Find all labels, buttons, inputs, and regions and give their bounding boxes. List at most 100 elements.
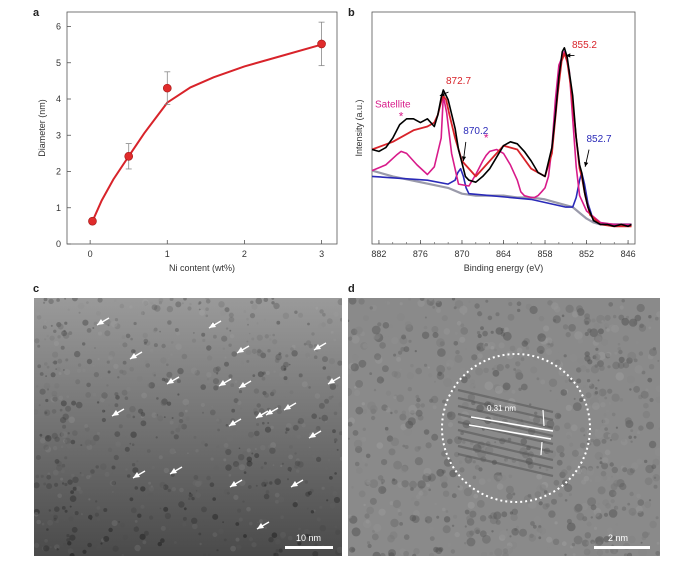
tem-c-grain: [307, 534, 312, 539]
hrtem-d-grain: [370, 304, 378, 312]
hrtem-d-grain: [655, 385, 660, 393]
tem-c-grain: [130, 507, 137, 514]
hrtem-d-grain: [418, 479, 427, 488]
hrtem-d-grain: [653, 484, 658, 489]
hrtem-d-grain: [429, 302, 434, 306]
hrtem-d-grain: [502, 548, 509, 554]
hrtem-d-grain: [607, 365, 611, 369]
tem-c-grain: [125, 468, 128, 471]
tem-c-grain: [332, 429, 336, 434]
hrtem-d-grain: [415, 409, 423, 417]
tem-c-grain: [290, 347, 294, 351]
tem-c-grain: [294, 460, 301, 467]
tem-c-grain: [119, 369, 124, 374]
x-tick-label-b: 882: [371, 249, 386, 259]
hrtem-d-grain: [642, 410, 651, 419]
tem-c-grain: [307, 322, 310, 326]
hrtem-d-grain: [506, 542, 513, 549]
hrtem-d-grain: [466, 515, 473, 522]
y-tick-label-a: 6: [56, 22, 61, 32]
tem-c-grain: [253, 408, 258, 413]
tem-c-grain: [321, 414, 329, 422]
hrtem-d-grain: [408, 298, 411, 301]
hrtem-d-grain: [611, 466, 618, 474]
hrtem-d-grain: [454, 354, 463, 363]
hrtem-d-grain: [649, 397, 654, 403]
tem-c-grain: [271, 301, 275, 305]
tem-c-grain: [313, 355, 318, 359]
hrtem-d-grain: [576, 305, 583, 313]
tem-c-grain: [53, 360, 58, 365]
hrtem-d-grain: [399, 522, 403, 526]
tem-c-grain: [289, 470, 292, 473]
hrtem-d-grain: [608, 489, 617, 498]
tem-c-grain: [269, 338, 272, 341]
tem-c-grain: [200, 402, 205, 407]
tem-c-grain: [190, 367, 198, 374]
hrtem-d-grain: [427, 473, 436, 482]
tem-c-grain: [337, 298, 342, 306]
hrtem-d-grain: [354, 326, 363, 335]
hrtem-d-grain: [423, 429, 430, 435]
hrtem-d-grain: [627, 552, 633, 556]
tem-c-grain: [228, 343, 232, 347]
tem-c-grain: [267, 422, 270, 424]
tem-c-grain: [129, 366, 134, 372]
tem-c-grain: [314, 543, 318, 547]
hrtem-d-grain: [372, 529, 375, 533]
hrtem-d-grain: [545, 337, 553, 345]
tem-c-grain: [232, 427, 237, 432]
hrtem-d-grain: [489, 516, 498, 525]
hrtem-d-grain: [603, 536, 610, 543]
hrtem-d-grain: [563, 388, 569, 394]
hrtem-d-grain: [583, 548, 591, 556]
tem-c-grain: [237, 508, 242, 513]
tem-c-grain: [260, 466, 264, 470]
tem-c-grain: [74, 350, 81, 358]
tem-c-grain: [57, 493, 62, 499]
tem-c-grain: [63, 329, 66, 333]
particle-arrowhead-c: [170, 468, 177, 474]
hrtem-d-grain: [536, 484, 546, 494]
tem-c-grain: [52, 396, 58, 402]
tem-c-grain: [238, 464, 246, 471]
tem-c-grain: [294, 452, 297, 455]
tem-c-grain: [87, 542, 92, 548]
hrtem-d-grain: [418, 486, 426, 494]
tem-c-grain: [321, 322, 326, 328]
tem-c-grain: [135, 526, 138, 528]
tem-c-grain: [139, 533, 146, 540]
hrtem-d-grain: [358, 490, 366, 498]
tem-c-grain: [263, 493, 270, 500]
hrtem-d-grain: [591, 541, 595, 545]
hrtem-d-grain: [446, 363, 450, 367]
tem-c-grain: [308, 344, 313, 349]
tem-c-grain: [71, 526, 78, 533]
hrtem-d-grain: [417, 299, 425, 307]
hrtem-d-grain: [391, 478, 398, 485]
hrtem-d-grain: [629, 318, 638, 327]
tem-c-grain: [114, 392, 119, 397]
hrtem-d-grain: [565, 404, 573, 412]
tem-c-grain: [251, 337, 255, 341]
tem-c-grain: [60, 469, 65, 474]
tem-c-grain: [311, 496, 314, 499]
hrtem-d-grain: [442, 399, 446, 404]
tem-c-grain: [263, 461, 267, 465]
tem-c-grain: [158, 455, 163, 460]
hrtem-d-grain: [502, 552, 509, 556]
hrtem-d-grain: [429, 536, 435, 541]
hrtem-d-grain: [594, 387, 598, 390]
hrtem-d-grain: [559, 471, 566, 478]
tem-c-grain: [251, 452, 254, 455]
hrtem-d-grain: [480, 326, 484, 330]
tem-c-grain: [170, 430, 175, 435]
hrtem-d-grain: [617, 342, 621, 346]
particle-outline-d: [441, 353, 591, 503]
tem-c-grain: [196, 304, 202, 310]
hrtem-d-grain: [424, 316, 427, 319]
tem-c-grain: [331, 395, 334, 398]
tem-c-grain: [216, 549, 219, 552]
hrtem-d-grain: [536, 473, 543, 480]
tem-c-grain: [179, 487, 184, 493]
